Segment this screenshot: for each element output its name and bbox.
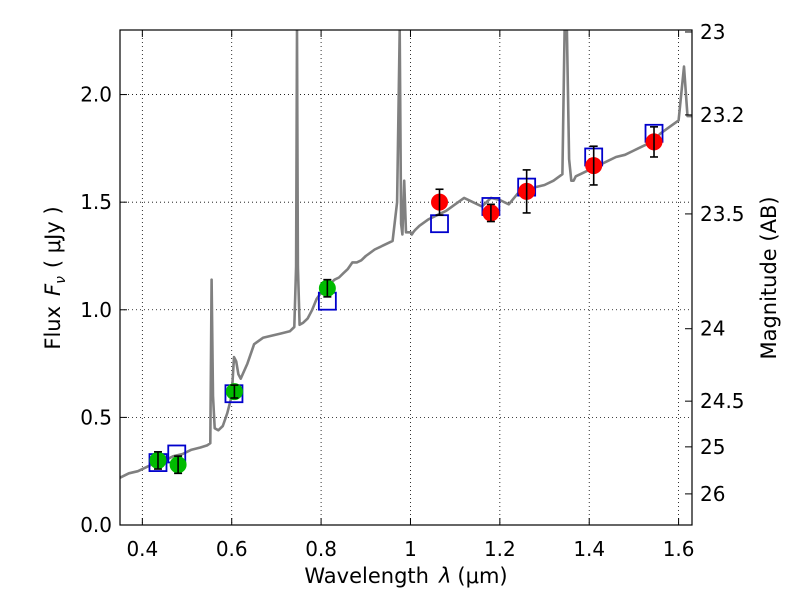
y-tick-label-0: 0.0 <box>80 513 112 537</box>
x-axis-label-text: Wavelength <box>304 564 429 588</box>
y-tick-label-2: 1.0 <box>80 298 112 322</box>
y2-tick-labels: 23 23.2 23.5 24 24.5 25 26 <box>700 20 745 506</box>
y2-tick-label-4: 24.5 <box>700 389 745 413</box>
y2-tick-label-3: 24 <box>700 317 725 341</box>
y-axis-label-symbol: F <box>41 283 65 296</box>
y-tick-label-4: 2.0 <box>80 83 112 107</box>
plot-background <box>120 30 692 525</box>
y2-tick-label-6: 26 <box>700 482 725 506</box>
plot-frame <box>119 29 693 526</box>
y-axis-label-subscript: ν <box>53 276 69 284</box>
axis-ticks <box>120 30 692 526</box>
y-axis-label: Flux Fν ( μJy ) <box>41 206 69 349</box>
x-tick-label-0: 0.4 <box>126 537 158 561</box>
x-tick-labels: 0.4 0.6 0.8 1 1.2 1.4 1.6 <box>126 537 694 561</box>
spectrum-line <box>120 30 692 479</box>
x-tick-label-3: 1 <box>404 537 417 561</box>
spectrum-layer <box>120 30 692 479</box>
y2-tick-label-5: 25 <box>700 435 725 459</box>
y2-tick-label-0: 23 <box>700 20 725 44</box>
x-tick-label-6: 1.6 <box>663 537 695 561</box>
x-tick-label-4: 1.2 <box>484 537 516 561</box>
y2-tick-label-1: 23.2 <box>700 103 745 127</box>
x-axis-label-unit: (μm) <box>457 564 507 588</box>
x-axis-label-symbol: λ <box>438 564 451 588</box>
x-tick-label-5: 1.4 <box>573 537 605 561</box>
y-axis-label-unit: ( μJy ) <box>41 206 65 268</box>
x-tick-label-1: 0.6 <box>216 537 248 561</box>
y-tick-label-3: 1.5 <box>80 190 112 214</box>
x-axis-label: Wavelength λ (μm) <box>304 564 507 588</box>
x-tick-label-2: 0.8 <box>305 537 337 561</box>
y2-axis-label: Magnitude (AB) <box>757 196 781 359</box>
y2-tick-label-2: 23.5 <box>700 202 745 226</box>
y-axis-label-text: Flux <box>41 306 65 350</box>
y-tick-label-1: 0.5 <box>80 405 112 429</box>
observed-points-layer <box>149 126 663 475</box>
y-tick-labels: 0.0 0.5 1.0 1.5 2.0 <box>80 83 112 537</box>
